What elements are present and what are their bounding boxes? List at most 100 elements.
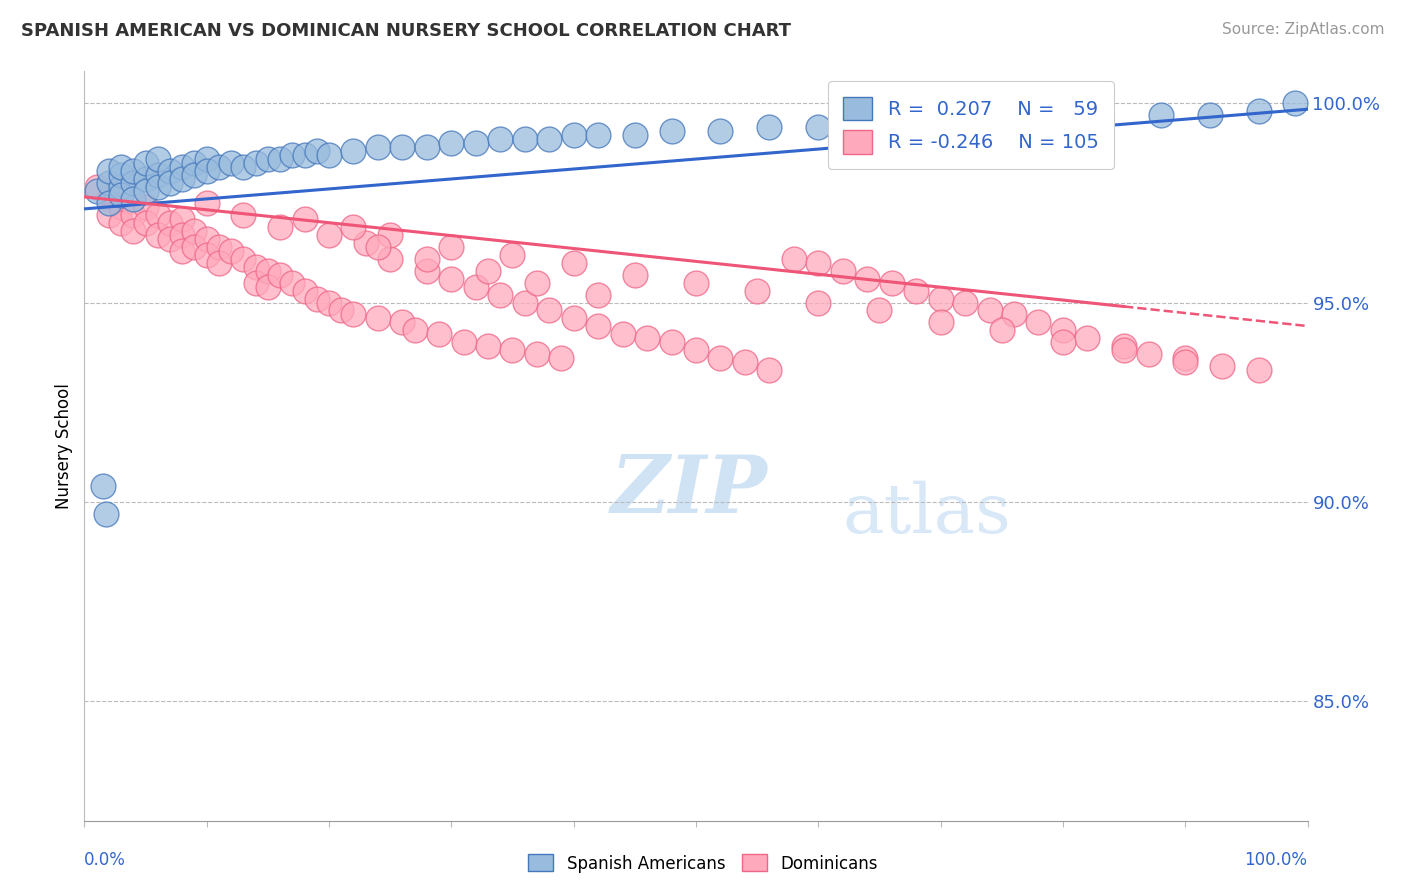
Point <box>880 276 903 290</box>
Point <box>172 211 194 226</box>
Point <box>269 219 291 234</box>
Point <box>159 164 181 178</box>
Point <box>391 315 413 329</box>
Point <box>159 176 181 190</box>
Point <box>183 156 205 170</box>
Point <box>318 227 340 242</box>
Point <box>1028 315 1050 329</box>
Point <box>550 351 572 366</box>
Point <box>294 211 316 226</box>
Point <box>318 148 340 162</box>
Point <box>905 284 928 298</box>
Point <box>586 287 609 301</box>
Point <box>831 263 853 277</box>
Point <box>146 180 169 194</box>
Point <box>513 295 536 310</box>
Point <box>1174 351 1197 366</box>
Point <box>734 355 756 369</box>
Point <box>538 303 561 318</box>
Point <box>489 287 512 301</box>
Point <box>1150 108 1173 122</box>
Point <box>195 152 218 166</box>
Point <box>807 255 830 269</box>
Text: 100.0%: 100.0% <box>1244 851 1308 869</box>
Point <box>257 279 280 293</box>
Legend: R =  0.207    N =   59, R = -0.246    N = 105: R = 0.207 N = 59, R = -0.246 N = 105 <box>828 81 1115 169</box>
Point <box>257 152 280 166</box>
Point <box>97 164 120 178</box>
Point <box>538 132 561 146</box>
Point <box>208 160 231 174</box>
Point <box>245 260 267 274</box>
Point <box>305 292 328 306</box>
Point <box>183 168 205 182</box>
Point <box>96 507 118 521</box>
Legend: Spanish Americans, Dominicans: Spanish Americans, Dominicans <box>522 847 884 880</box>
Point <box>1052 323 1074 337</box>
Point <box>281 276 304 290</box>
Point <box>416 252 439 266</box>
Point <box>464 279 486 293</box>
Point <box>146 208 169 222</box>
Point <box>513 132 536 146</box>
Point <box>709 351 731 366</box>
Point <box>1052 335 1074 350</box>
Point <box>294 148 316 162</box>
Point <box>110 160 132 174</box>
Point <box>232 252 254 266</box>
Point <box>979 303 1001 318</box>
Point <box>219 156 242 170</box>
Text: 0.0%: 0.0% <box>84 851 127 869</box>
Point <box>404 323 426 337</box>
Point <box>1114 339 1136 353</box>
Point <box>172 160 194 174</box>
Point <box>135 216 157 230</box>
Point <box>110 188 132 202</box>
Point <box>183 240 205 254</box>
Point <box>208 240 231 254</box>
Point <box>97 208 120 222</box>
Point <box>661 335 683 350</box>
Point <box>97 195 120 210</box>
Point <box>269 268 291 282</box>
Point <box>416 140 439 154</box>
Point <box>110 168 132 182</box>
Point <box>526 347 548 361</box>
Point <box>1247 104 1270 119</box>
Point <box>758 120 780 135</box>
Point <box>624 128 647 142</box>
Point <box>440 136 463 150</box>
Point <box>159 216 181 230</box>
Point <box>586 319 609 334</box>
Point <box>367 140 389 154</box>
Point <box>747 284 769 298</box>
Point <box>869 303 891 318</box>
Point <box>97 176 120 190</box>
Point <box>1284 96 1306 111</box>
Point <box>269 152 291 166</box>
Point <box>502 343 524 358</box>
Point <box>354 235 377 250</box>
Point <box>1198 108 1220 122</box>
Point <box>305 144 328 158</box>
Point <box>172 227 194 242</box>
Text: SPANISH AMERICAN VS DOMINICAN NURSERY SCHOOL CORRELATION CHART: SPANISH AMERICAN VS DOMINICAN NURSERY SC… <box>21 22 792 40</box>
Point <box>342 308 364 322</box>
Point <box>122 164 145 178</box>
Point <box>502 248 524 262</box>
Text: ZIP: ZIP <box>610 452 768 530</box>
Point <box>219 244 242 258</box>
Point <box>1002 308 1025 322</box>
Point <box>245 156 267 170</box>
Point <box>318 295 340 310</box>
Point <box>380 252 402 266</box>
Text: atlas: atlas <box>842 480 1012 547</box>
Point <box>391 140 413 154</box>
Point <box>172 172 194 186</box>
Point <box>440 271 463 285</box>
Point <box>586 128 609 142</box>
Point <box>477 339 499 353</box>
Text: Source: ZipAtlas.com: Source: ZipAtlas.com <box>1222 22 1385 37</box>
Point <box>367 311 389 326</box>
Point <box>110 200 132 214</box>
